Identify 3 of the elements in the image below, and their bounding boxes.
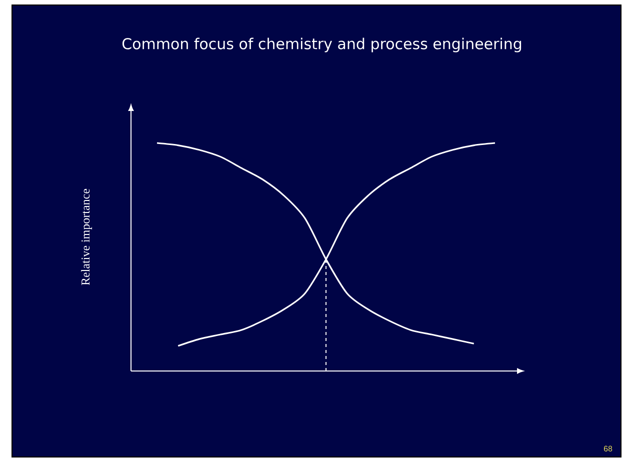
text: 68 <box>604 446 612 452</box>
y-axis-title: Relative importance <box>81 188 92 286</box>
chart-title: Common focus of chemistry and process engineering <box>122 38 522 52</box>
